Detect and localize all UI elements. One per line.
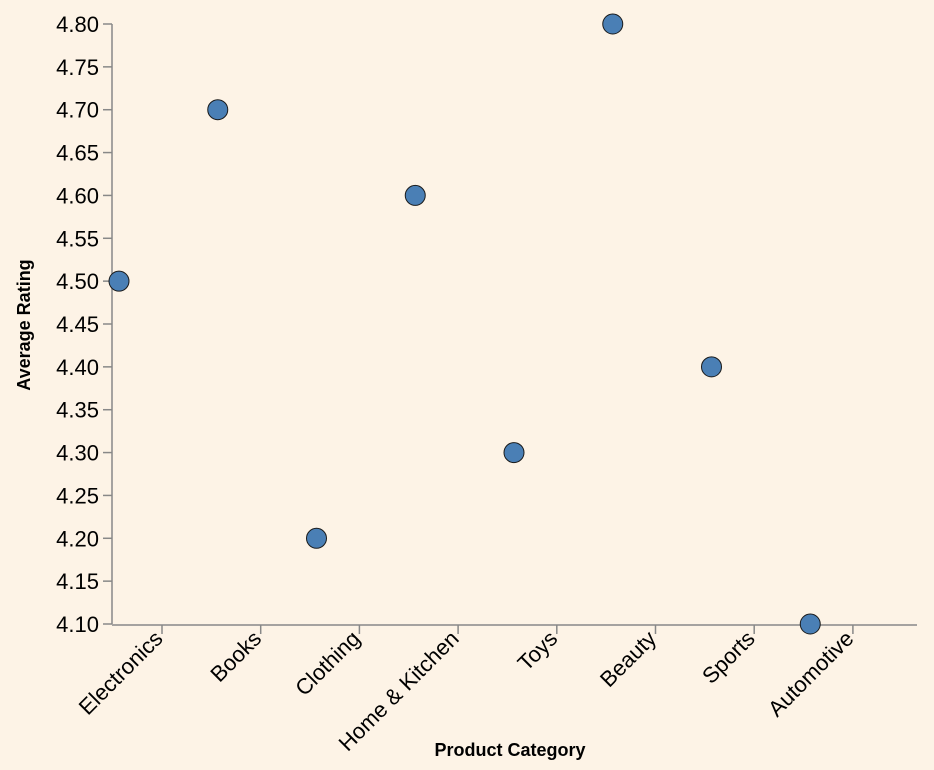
data-point[interactable]	[799, 613, 821, 635]
data-points	[108, 13, 821, 635]
y-tick-label: 4.65	[56, 141, 99, 166]
data-point[interactable]	[207, 99, 229, 121]
data-point[interactable]	[602, 13, 624, 35]
y-tick-label: 4.70	[56, 98, 99, 123]
data-point[interactable]	[503, 442, 525, 464]
y-axis: 4.10 4.15 4.20 4.25 4.30 4.35 4.40 4.45 4.50 4.55…	[56, 12, 113, 637]
y-tick-label: 4.20	[56, 526, 99, 551]
x-axis-title: Product Category	[434, 740, 585, 760]
y-tick-label: 4.80	[56, 12, 99, 37]
y-tick-label: 4.35	[56, 398, 99, 423]
y-tick-label: 4.45	[56, 312, 99, 337]
data-point[interactable]	[108, 270, 130, 292]
y-axis-title: Average Rating	[14, 259, 34, 390]
y-tick-label: 4.60	[56, 183, 99, 208]
y-tick-label: 4.10	[56, 612, 99, 637]
y-tick-label: 4.25	[56, 483, 99, 508]
y-tick-label: 4.40	[56, 355, 99, 380]
y-tick-label: 4.75	[56, 55, 99, 80]
y-tick-label: 4.30	[56, 441, 99, 466]
data-point[interactable]	[306, 527, 327, 549]
data-point[interactable]	[701, 356, 722, 378]
data-point[interactable]	[404, 184, 426, 206]
y-tick-label: 4.55	[56, 226, 99, 251]
y-tick-label: 4.15	[56, 569, 99, 594]
y-tick-label: 4.50	[56, 269, 99, 294]
